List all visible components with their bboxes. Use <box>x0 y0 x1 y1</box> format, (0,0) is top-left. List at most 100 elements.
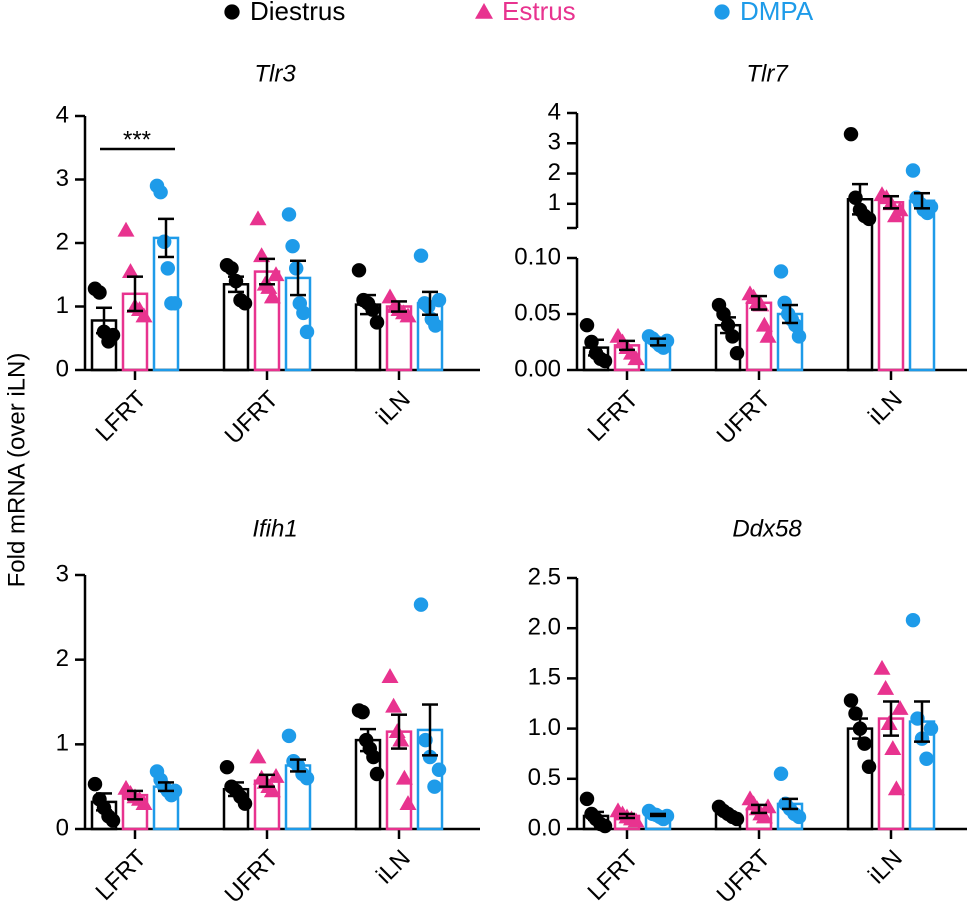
data-point <box>791 809 807 825</box>
error-bar <box>360 727 376 753</box>
data-point <box>224 261 239 276</box>
data-point <box>729 811 745 827</box>
error-bar <box>883 194 899 210</box>
chart-title: Tlr3 <box>254 60 296 87</box>
data-point <box>369 315 385 330</box>
data-point <box>755 808 773 824</box>
data-point <box>267 266 285 282</box>
data-point <box>92 285 107 300</box>
data-point <box>413 248 429 263</box>
data-point <box>366 749 381 765</box>
error-bar <box>96 306 112 335</box>
data-point <box>884 740 902 756</box>
y-tick-label: 0 <box>56 355 69 382</box>
data-point <box>385 697 403 713</box>
x-tick-label: UFRT <box>220 385 284 449</box>
x-tick-label: iLN <box>371 845 416 890</box>
data-point <box>422 749 438 765</box>
y-tick-label: 0 <box>56 814 69 841</box>
error-bar <box>228 275 244 294</box>
data-point <box>285 238 300 254</box>
error-bar <box>259 773 275 788</box>
chart-title: Ddx58 <box>732 515 802 542</box>
data-point <box>427 779 442 794</box>
data-point <box>755 316 773 332</box>
data-point <box>861 759 877 774</box>
x-tick-label: LFRT <box>91 844 152 905</box>
chart-title: Tlr7 <box>746 60 789 87</box>
y-tick-label: 0.05 <box>514 299 561 326</box>
data-point <box>729 345 745 361</box>
data-point <box>237 296 253 311</box>
y-tick-label: 1 <box>56 730 69 757</box>
data-point <box>160 261 176 276</box>
data-point <box>281 207 297 222</box>
data-point <box>122 263 139 278</box>
data-point <box>117 221 135 237</box>
y-tick-label: 0.0 <box>528 814 561 841</box>
error-bar <box>422 290 438 317</box>
data-point <box>105 813 121 828</box>
data-point <box>759 327 777 343</box>
data-point <box>759 798 777 814</box>
data-point <box>249 748 267 764</box>
error-bar <box>127 275 143 313</box>
x-tick-label: UFRT <box>220 844 284 908</box>
error-bar <box>650 337 666 347</box>
x-tick-label: UFRT <box>712 385 776 449</box>
data-point <box>891 201 909 217</box>
data-point <box>263 288 281 304</box>
y-tick-label: 2 <box>548 159 561 186</box>
x-tick-label: iLN <box>371 386 416 431</box>
chart-title: Ifih1 <box>252 515 297 542</box>
data-point <box>905 163 921 178</box>
legend-marker <box>224 4 240 20</box>
y-tick-label: 0.10 <box>514 243 561 270</box>
significance-label: *** <box>123 126 151 153</box>
data-point <box>857 736 872 751</box>
data-point <box>219 759 235 775</box>
data-point <box>267 768 285 783</box>
y-tick-label: 4 <box>56 101 69 128</box>
y-axis-label: Fold mRNA (over iLN) <box>3 353 30 588</box>
error-bar <box>720 316 736 335</box>
x-tick-label: LFRT <box>91 385 152 446</box>
error-bar <box>360 293 376 316</box>
data-point <box>597 353 613 369</box>
y-tick-label: 3 <box>56 165 69 192</box>
error-bar <box>782 797 798 811</box>
error-bar <box>751 294 767 311</box>
bar <box>908 199 936 372</box>
y-tick-label: 0.5 <box>528 764 561 791</box>
y-tick-label: 1 <box>56 292 69 319</box>
data-point <box>428 318 443 333</box>
data-point <box>579 791 595 807</box>
data-point <box>395 769 413 785</box>
data-point <box>627 812 645 828</box>
data-point <box>281 728 297 744</box>
error-bar <box>290 758 306 773</box>
y-tick-label: 1.0 <box>528 714 561 741</box>
data-point <box>87 776 103 792</box>
data-point <box>299 770 315 786</box>
data-point <box>431 292 447 308</box>
error-bar <box>391 713 407 750</box>
error-bar <box>290 259 306 297</box>
data-point <box>597 818 613 834</box>
error-bar <box>127 789 143 801</box>
x-tick-label: LFRT <box>583 385 644 446</box>
legend-marker <box>475 3 493 19</box>
error-bar <box>914 191 930 210</box>
y-tick-label: 2 <box>56 228 69 255</box>
x-tick-label: LFRT <box>583 844 644 905</box>
data-point <box>777 295 792 311</box>
data-point <box>156 234 172 249</box>
data-point <box>355 704 370 720</box>
data-point <box>773 264 789 279</box>
data-point <box>887 780 905 796</box>
error-bar <box>158 217 174 259</box>
error-bar <box>391 300 407 313</box>
data-point <box>880 715 898 730</box>
data-point <box>135 795 153 810</box>
